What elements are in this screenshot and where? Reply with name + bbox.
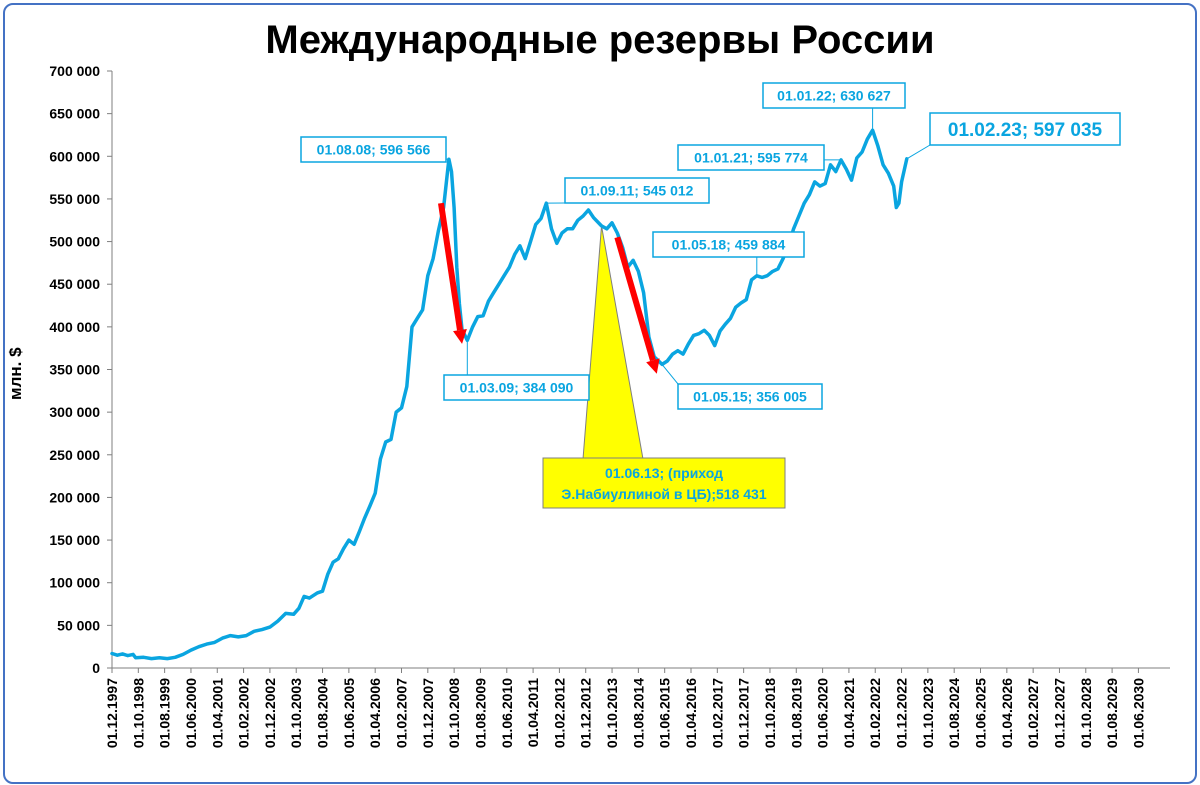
x-tick-label: 01.10.2028 [1078,678,1094,748]
x-tick-label: 01.02.2017 [709,678,725,748]
x-tick-label: 01.04.2026 [999,678,1015,748]
y-tick-label: 50 000 [57,617,100,633]
y-tick-label: 300 000 [49,404,100,420]
x-tick-label: 01.06.2000 [183,678,199,748]
x-tick-label: 01.10.2008 [446,678,462,748]
callout-text-line: 01.06.13; (приход [605,465,723,481]
x-tick-label: 01.12.2022 [894,678,910,748]
x-tick-label: 01.06.2030 [1130,678,1146,748]
decline-arrow-shaft [614,236,656,362]
y-tick-label: 0 [92,660,100,676]
x-tick-label: 01.08.2024 [946,678,962,748]
annotation-label: 01.09.11; 545 012 [581,183,694,199]
x-tick-label: 01.06.2010 [499,678,515,748]
x-tick-label: 01.06.2005 [341,678,357,748]
y-tick-label: 650 000 [49,106,100,122]
annotation-box [652,231,805,258]
x-tick-label: 01.06.2015 [657,678,673,748]
x-tick-label: 01.10.2003 [288,678,304,748]
x-tick-label: 01.12.2007 [420,678,436,748]
y-tick-label: 400 000 [49,319,100,335]
x-tick-label: 01.04.2016 [683,678,699,748]
decline-arrow-head [646,358,660,374]
x-tick-label: 01.02.2022 [867,678,883,748]
x-tick-label: 01.08.1999 [157,678,173,748]
annotation-leader [906,144,931,160]
x-tick-label: 01.12.2017 [736,678,752,748]
y-tick-label: 100 000 [49,575,100,591]
x-tick-label: 01.08.2014 [630,678,646,748]
annotation-label: 01.05.18; 459 884 [672,237,786,253]
annotations: 01.08.08; 596 566 01.03.09; 384 090 01.09.… [300,82,1121,410]
callout: 01.06.13; (приход Э.Набиуллиной в ЦБ);518… [542,225,786,509]
x-tick-label: 01.06.2025 [973,678,989,748]
x-tick-label: 01.02.2012 [551,678,567,748]
arrows [438,202,660,374]
callout-text-line: Э.Набиуллиной в ЦБ);518 431 [561,486,766,502]
x-tick-label: 01.08.2029 [1104,678,1120,748]
callout-box [542,457,786,509]
x-tick-label: 01.02.2002 [236,678,252,748]
annotation-label: 01.08.08; 596 566 [317,142,431,158]
x-tick-label: 01.10.2023 [920,678,936,748]
y-tick-label: 250 000 [49,447,100,463]
x-tick-label: 01.10.1998 [130,678,146,748]
x-tick-label: 01.08.2004 [315,678,331,748]
chart-title: Международные резервы России [265,18,935,62]
decline-arrow-shaft [438,202,463,331]
x-tick-label: 01.06.2020 [815,678,831,748]
x-tick-label: 01.12.2002 [262,678,278,748]
y-tick-label: 150 000 [49,532,100,548]
x-tick-label: 01.08.2019 [788,678,804,748]
x-tick-label: 01.02.2007 [394,678,410,748]
x-tick-label: 01.02.2027 [1025,678,1041,748]
x-tick-label: 01.10.2013 [604,678,620,748]
x-tick-label: 01.10.2018 [762,678,778,748]
x-tick-label: 01.04.2011 [525,678,541,748]
annotation-label: 01.01.22; 630 627 [777,88,891,104]
y-tick-labels: 0 50 000 100 000 150 000 200 000 250 000 300 0… [49,63,112,676]
x-tick-label: 01.12.2012 [578,678,594,748]
y-tick-label: 350 000 [49,362,100,378]
annotation-leader [661,364,679,385]
annotation-box [443,374,590,401]
annotation-label: 01.03.09; 384 090 [460,380,574,396]
annotation-box [929,112,1121,146]
y-tick-label: 700 000 [49,63,100,79]
x-tick-labels: 01.12.1997 01.10.1998 01.08.1999 01.06.2000… [104,668,1146,748]
y-tick-label: 550 000 [49,191,100,207]
decline-arrow-head [453,329,467,344]
x-tick-label: 01.04.2006 [367,678,383,748]
y-tick-label: 200 000 [49,489,100,505]
annotation-box [677,383,823,410]
x-tick-label: 01.04.2021 [841,678,857,748]
axes [111,71,1170,669]
y-tick-label: 600 000 [49,148,100,164]
x-tick-label: 01.08.2009 [472,678,488,748]
annotation-label: 01.01.21; 595 774 [694,150,808,166]
x-tick-label: 01.04.2001 [209,678,225,748]
annotation-label: 01.02.23; 597 035 [948,120,1103,141]
annotation-box [677,144,825,171]
annotation-box [300,136,447,163]
annotation-label: 01.05.15; 356 005 [693,389,807,405]
annotation-box [762,82,906,109]
x-tick-label: 01.12.1997 [104,678,120,748]
y-tick-label: 500 000 [49,234,100,250]
y-tick-label: 450 000 [49,276,100,292]
annotation-box [564,177,710,204]
x-tick-label: 01.12.2027 [1051,678,1067,748]
